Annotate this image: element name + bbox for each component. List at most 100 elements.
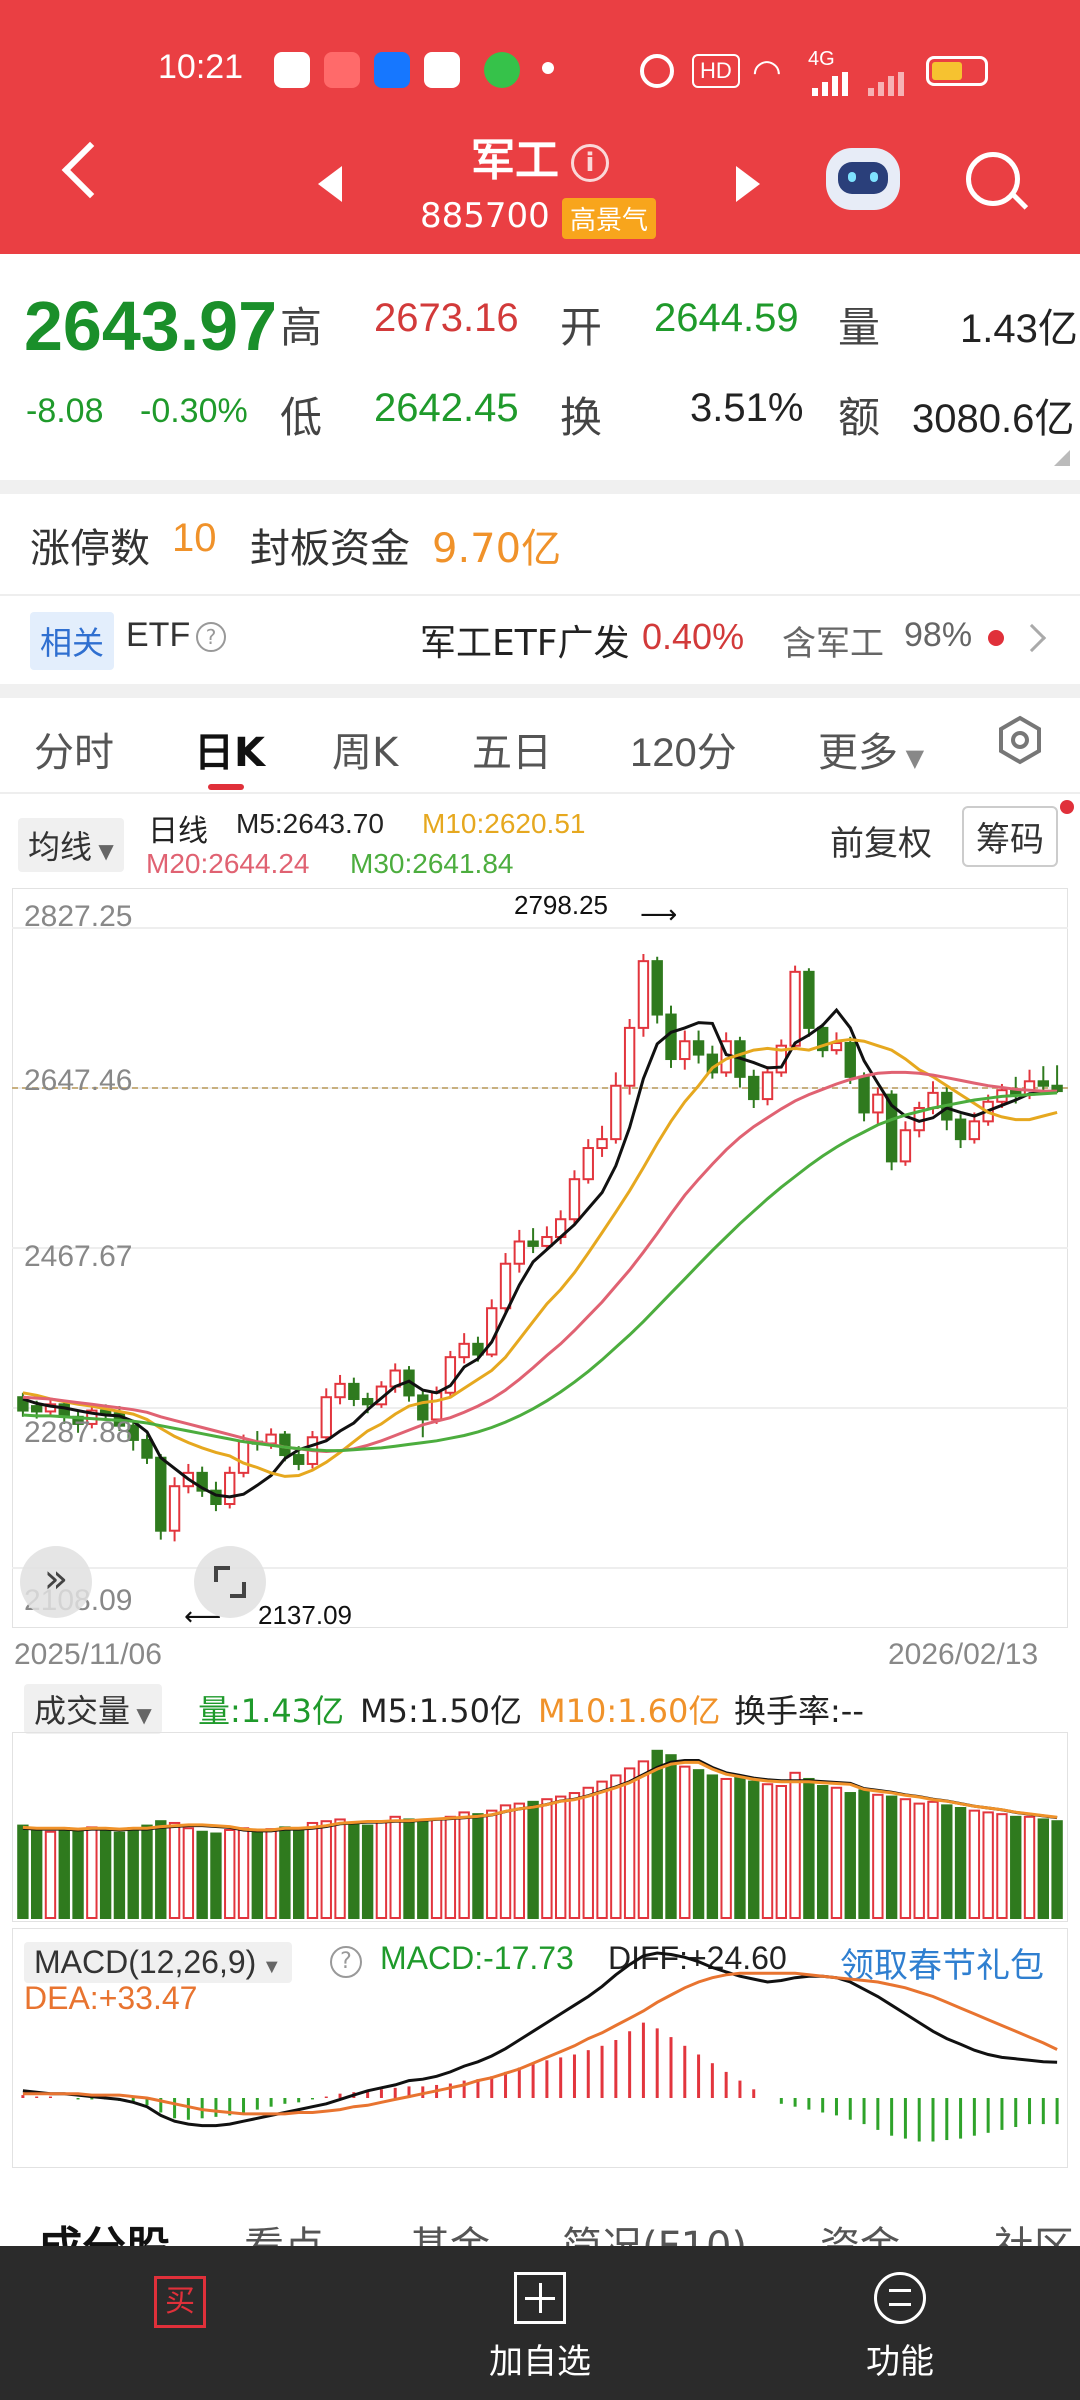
tab-weekly-k[interactable]: 周K bbox=[332, 730, 399, 776]
alarm-icon bbox=[640, 54, 674, 88]
volume-m5: M5:1.50亿 bbox=[360, 1692, 523, 1730]
tab-community[interactable]: 社区 bbox=[994, 2214, 1074, 2246]
adjust-label[interactable]: 前复权 bbox=[830, 824, 932, 864]
candle-body bbox=[17, 1396, 29, 1412]
amount-label: 额 bbox=[838, 393, 881, 442]
volume-bar bbox=[403, 1818, 415, 1919]
expand-panel-icon[interactable]: » bbox=[20, 1546, 92, 1618]
limit-up-label: 涨停数 bbox=[30, 526, 150, 572]
fullscreen-icon[interactable] bbox=[194, 1546, 266, 1618]
video-app-icon bbox=[324, 52, 360, 88]
volume-bar bbox=[375, 1820, 388, 1919]
settings-icon[interactable] bbox=[994, 714, 1046, 766]
tab-f10[interactable]: 简况(F10) bbox=[562, 2214, 747, 2246]
volume-bar bbox=[348, 1821, 360, 1919]
tab-capital[interactable]: 资金 bbox=[820, 2214, 900, 2246]
spring-gift-link[interactable]: 领取春节礼包 bbox=[840, 1946, 1044, 1986]
tab-constituents[interactable]: 成分股 bbox=[38, 2212, 170, 2246]
candle bbox=[17, 1392, 29, 1417]
chevron-right-icon[interactable] bbox=[1017, 623, 1047, 653]
candle bbox=[458, 1333, 470, 1364]
x-start-date: 2025/11/06 bbox=[14, 1638, 162, 1671]
macd-value: MACD:-17.73 bbox=[380, 1940, 574, 1976]
volume-m10: M10:1.60亿 bbox=[538, 1692, 721, 1730]
volume-bar bbox=[748, 1780, 760, 1919]
contains-label: 含军工 bbox=[782, 624, 884, 664]
candle bbox=[582, 1139, 594, 1184]
add-watchlist-button[interactable]: 加自选 bbox=[430, 2272, 650, 2383]
candle bbox=[1051, 1065, 1063, 1093]
candle-body bbox=[99, 1409, 112, 1415]
candle-body bbox=[334, 1382, 346, 1399]
tab-daily-k[interactable]: 日K bbox=[194, 730, 265, 776]
volume-bar bbox=[265, 1828, 277, 1919]
candle bbox=[858, 1072, 870, 1122]
search-icon[interactable] bbox=[966, 152, 1029, 210]
buy-icon: 买 bbox=[154, 2276, 206, 2328]
tab-funds[interactable]: 基金 bbox=[410, 2214, 490, 2246]
help-icon[interactable]: ? bbox=[330, 1946, 362, 1978]
info-icon[interactable]: i bbox=[571, 144, 609, 182]
triangle-left-icon[interactable] bbox=[318, 166, 342, 202]
candle-body bbox=[679, 1040, 691, 1061]
volume-bar bbox=[610, 1774, 622, 1919]
low-label: 低 bbox=[280, 393, 323, 442]
volume-bar bbox=[224, 1829, 236, 1919]
low-value: 2642.45 bbox=[374, 386, 519, 430]
macd-selector[interactable]: MACD(12,26,9) ▼ bbox=[24, 1942, 292, 1983]
indicator-selector[interactable]: 均线 ▼ bbox=[18, 818, 124, 872]
related-tag: 相关 bbox=[30, 612, 115, 670]
candle bbox=[761, 1066, 774, 1106]
index-code: 885700 bbox=[420, 196, 550, 236]
volume-bar bbox=[361, 1824, 374, 1919]
candle bbox=[417, 1390, 429, 1438]
candle-body bbox=[127, 1424, 139, 1441]
divider bbox=[0, 594, 1080, 596]
status-time: 10:21 bbox=[158, 48, 244, 86]
y-tick-label: 2827.25 bbox=[24, 900, 133, 933]
volume-bar bbox=[927, 1800, 939, 1919]
candle bbox=[444, 1350, 457, 1398]
candle-body bbox=[803, 970, 815, 1029]
sealed-fund-label: 封板资金 bbox=[250, 526, 410, 572]
ma5-value: M5:2643.70 bbox=[236, 808, 384, 839]
tab-more[interactable]: 更多 ▼ bbox=[818, 730, 925, 776]
functions-button[interactable]: 功能 bbox=[790, 2272, 1010, 2383]
chips-button[interactable]: 筹码 bbox=[962, 806, 1058, 867]
tab-intraday[interactable]: 分时 bbox=[34, 730, 114, 776]
candlestick-chart[interactable] bbox=[12, 888, 1068, 1628]
volume-bar bbox=[679, 1765, 691, 1919]
map-app-icon bbox=[424, 52, 460, 88]
ma20-value: M20:2644.24 bbox=[146, 848, 310, 879]
candle-body bbox=[30, 1405, 43, 1413]
candle bbox=[651, 956, 663, 1024]
macd-chart[interactable] bbox=[12, 1928, 1068, 2168]
volume-bar bbox=[1023, 1815, 1036, 1919]
candle bbox=[141, 1434, 153, 1464]
volume-selector[interactable]: 成交量 ▼ bbox=[24, 1684, 162, 1734]
volume-bar bbox=[196, 1830, 208, 1919]
expand-corner-icon[interactable] bbox=[1054, 450, 1070, 466]
ma-line-m10 bbox=[22, 1037, 1058, 1478]
volume-bar bbox=[734, 1776, 746, 1920]
candle-body bbox=[692, 1040, 705, 1056]
candle-body bbox=[844, 1042, 856, 1078]
buy-button[interactable]: 买 bbox=[70, 2276, 290, 2328]
volume-bar bbox=[430, 1818, 443, 1919]
candle bbox=[168, 1477, 181, 1542]
candle bbox=[803, 968, 815, 1037]
volume-bar bbox=[789, 1771, 801, 1919]
robot-icon[interactable] bbox=[826, 148, 900, 210]
wifi-icon: ◠ bbox=[752, 52, 782, 92]
open-label: 开 bbox=[560, 303, 603, 352]
candle-body bbox=[168, 1485, 181, 1532]
tab-highlights[interactable]: 看点 bbox=[244, 2214, 324, 2246]
tab-five-day[interactable]: 五日 bbox=[472, 730, 552, 776]
volume-bar bbox=[486, 1809, 498, 1919]
volume-chart[interactable] bbox=[12, 1732, 1068, 1922]
tab-120min[interactable]: 120分 bbox=[630, 731, 737, 775]
triangle-right-icon[interactable] bbox=[736, 166, 760, 202]
volume-bar bbox=[720, 1777, 732, 1919]
help-icon[interactable]: ? bbox=[196, 622, 226, 652]
candle-body bbox=[885, 1093, 898, 1163]
